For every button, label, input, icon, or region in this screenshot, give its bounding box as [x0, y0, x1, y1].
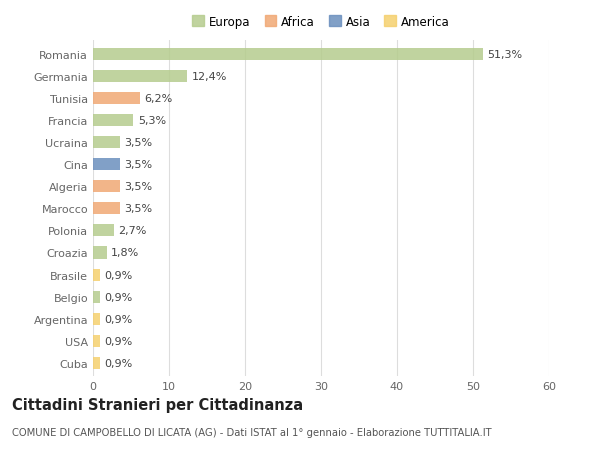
Text: 2,7%: 2,7%	[118, 226, 146, 236]
Text: 0,9%: 0,9%	[104, 270, 133, 280]
Text: 0,9%: 0,9%	[104, 358, 133, 368]
Text: 3,5%: 3,5%	[124, 138, 152, 148]
Bar	[93, 181, 119, 193]
Legend: Europa, Africa, Asia, America: Europa, Africa, Asia, America	[193, 16, 449, 29]
Text: 0,9%: 0,9%	[104, 292, 133, 302]
Text: Cittadini Stranieri per Cittadinanza: Cittadini Stranieri per Cittadinanza	[12, 397, 303, 412]
Bar	[93, 137, 119, 149]
Bar	[93, 335, 100, 347]
Bar	[93, 269, 100, 281]
Bar	[93, 291, 100, 303]
Text: 0,9%: 0,9%	[104, 336, 133, 346]
Text: 51,3%: 51,3%	[487, 50, 523, 60]
Text: 6,2%: 6,2%	[145, 94, 173, 104]
Text: COMUNE DI CAMPOBELLO DI LICATA (AG) - Dati ISTAT al 1° gennaio - Elaborazione TU: COMUNE DI CAMPOBELLO DI LICATA (AG) - Da…	[12, 427, 491, 437]
Bar	[93, 49, 483, 61]
Bar	[93, 357, 100, 369]
Text: 3,5%: 3,5%	[124, 160, 152, 170]
Bar	[93, 71, 187, 83]
Text: 1,8%: 1,8%	[111, 248, 139, 258]
Text: 0,9%: 0,9%	[104, 314, 133, 324]
Bar	[93, 203, 119, 215]
Text: 12,4%: 12,4%	[192, 72, 227, 82]
Bar	[93, 115, 133, 127]
Text: 3,5%: 3,5%	[124, 182, 152, 192]
Text: 5,3%: 5,3%	[138, 116, 166, 126]
Bar	[93, 93, 140, 105]
Text: 3,5%: 3,5%	[124, 204, 152, 214]
Bar	[93, 225, 113, 237]
Bar	[93, 313, 100, 325]
Bar	[93, 159, 119, 171]
Bar	[93, 247, 107, 259]
